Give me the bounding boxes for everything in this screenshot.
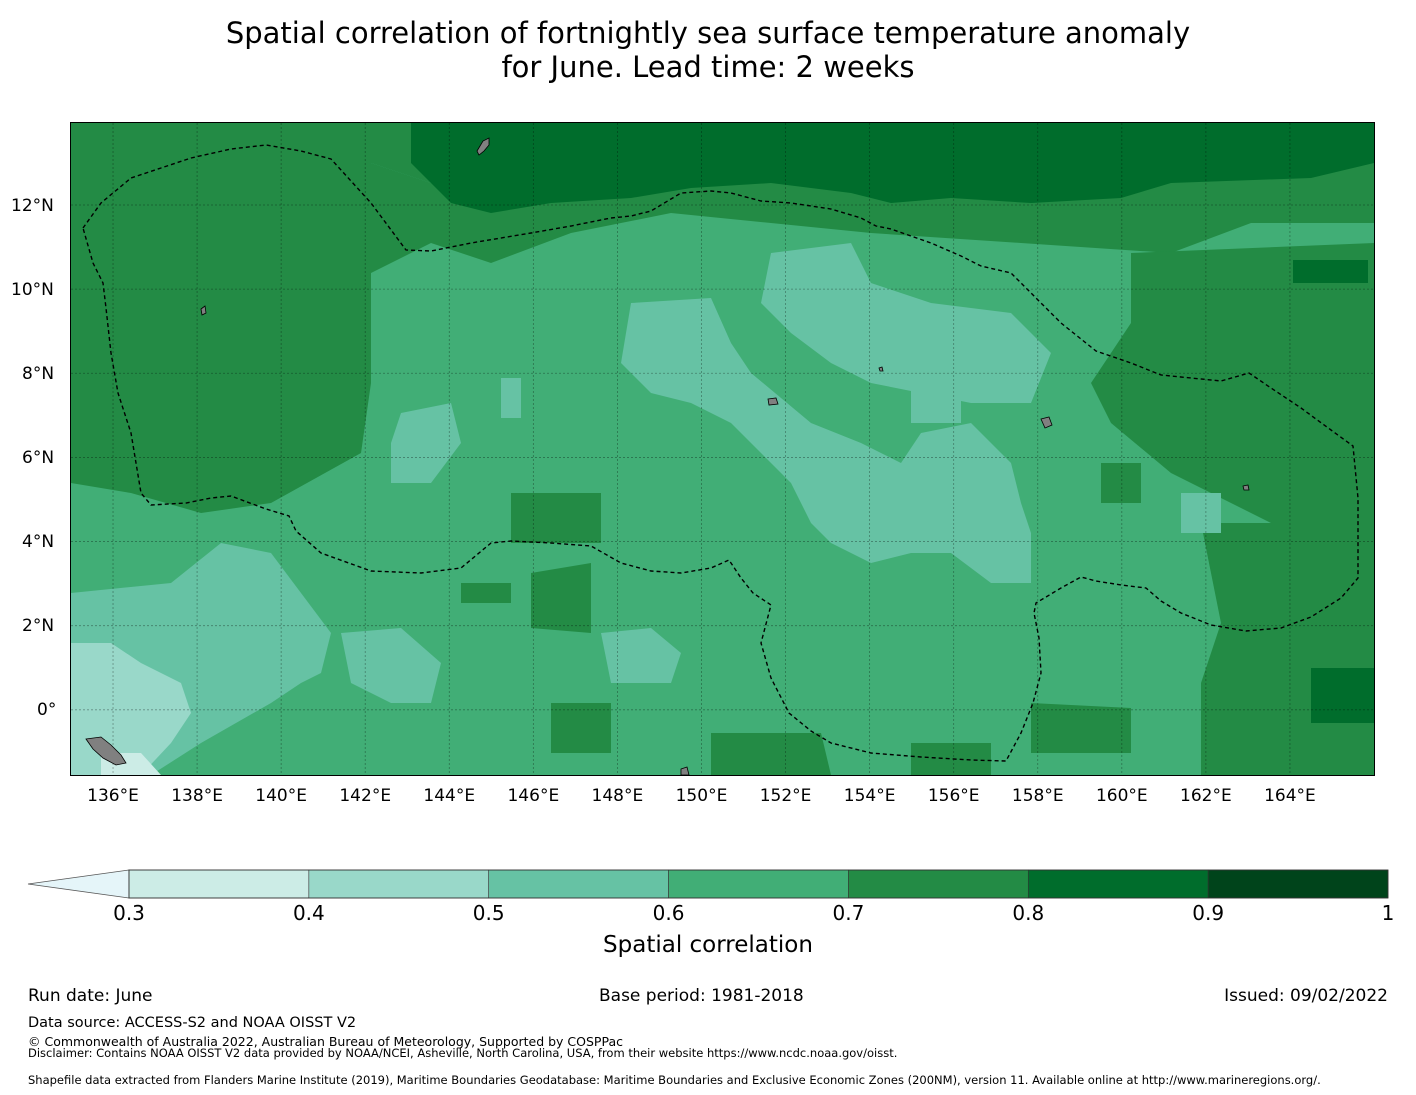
land-masses (85, 137, 1250, 775)
island-southern (680, 766, 690, 775)
lon-label: 142°E (339, 786, 392, 806)
eez-boundary-line (82, 144, 1359, 762)
lon-label: 144°E (423, 786, 476, 806)
colorbar-segment (1027, 869, 1209, 899)
colorbar (27, 869, 1389, 899)
colorbar-tick-label: 0.4 (292, 901, 325, 925)
colorbar-segment (668, 869, 849, 899)
lat-label-0: 0° (37, 700, 57, 720)
island-new-guinea-coast (85, 736, 127, 766)
island-pohnpei (1040, 416, 1053, 429)
lat-label-2N: 2°N (22, 616, 55, 636)
map-regions-0.8-0.9 (411, 123, 1374, 723)
lon-label: 158°E (1011, 786, 1064, 806)
colorbar-under-extension (27, 869, 130, 899)
lon-label: 156°E (927, 786, 980, 806)
lon-label: 148°E (591, 786, 644, 806)
lon-label: 146°E (507, 786, 560, 806)
lat-label-12N: 12°N (11, 196, 54, 216)
copyright: © Commonwealth of Australia 2022, Austra… (28, 1034, 623, 1049)
colorbar-tick-label: 0.3 (113, 901, 145, 925)
lon-label: 136°E (87, 786, 139, 806)
lon-label: 164°E (1264, 786, 1316, 806)
island-chuuk (767, 397, 779, 406)
disclaimer: Disclaimer: Contains NOAA OISST V2 data … (28, 1046, 898, 1060)
colorbar-tick-label: 0.8 (1012, 901, 1045, 925)
colorbar-segment (848, 869, 1029, 899)
island-small-1 (200, 305, 207, 316)
data-source: Data source: ACCESS-S2 and NOAA OISST V2 (28, 1015, 357, 1031)
issued-date: Issued: 09/02/2022 (1224, 986, 1388, 1006)
lon-label: 160°E (1095, 786, 1148, 806)
island-small-2 (878, 366, 884, 372)
lat-label-10N: 10°N (11, 280, 54, 300)
run-date: Run date: June (28, 986, 153, 1006)
lon-label: 140°E (255, 786, 308, 806)
colorbar-segment (488, 869, 669, 899)
map-regions-0.5-0.6 (71, 243, 1221, 775)
colorbar-label: Spatial correlation (603, 932, 813, 958)
colorbar-segment (308, 869, 490, 899)
colorbar-tick-label: 1 (1381, 901, 1395, 925)
colorbar-segment (1207, 869, 1389, 899)
lon-label: 154°E (843, 786, 896, 806)
correlation-map (71, 123, 1374, 775)
lon-label: 162°E (1180, 786, 1232, 806)
lat-label-6N: 6°N (22, 448, 55, 468)
colorbar-tick-label: 0.7 (832, 901, 865, 925)
island-guam (476, 137, 490, 156)
colorbar-tick-label: 0.5 (472, 901, 505, 925)
island-kosrae (1242, 484, 1250, 491)
lon-label: 152°E (759, 786, 812, 806)
lon-label: 138°E (171, 786, 223, 806)
colorbar-segment (128, 869, 310, 899)
base-period: Base period: 1981-2018 (599, 986, 804, 1006)
colorbar-tick-label: 0.6 (652, 901, 685, 925)
lat-label-4N: 4°N (22, 532, 55, 552)
lat-label-8N: 8°N (22, 364, 55, 384)
lon-label: 150°E (675, 786, 728, 806)
colorbar-tick-label: 0.9 (1192, 901, 1225, 925)
shapefile-credit: Shapefile data extracted from Flanders M… (28, 1073, 1321, 1087)
chart-title-line2: for June. Lead time: 2 weeks (501, 50, 915, 84)
chart-title-line1: Spatial correlation of fortnightly sea s… (225, 16, 1191, 50)
